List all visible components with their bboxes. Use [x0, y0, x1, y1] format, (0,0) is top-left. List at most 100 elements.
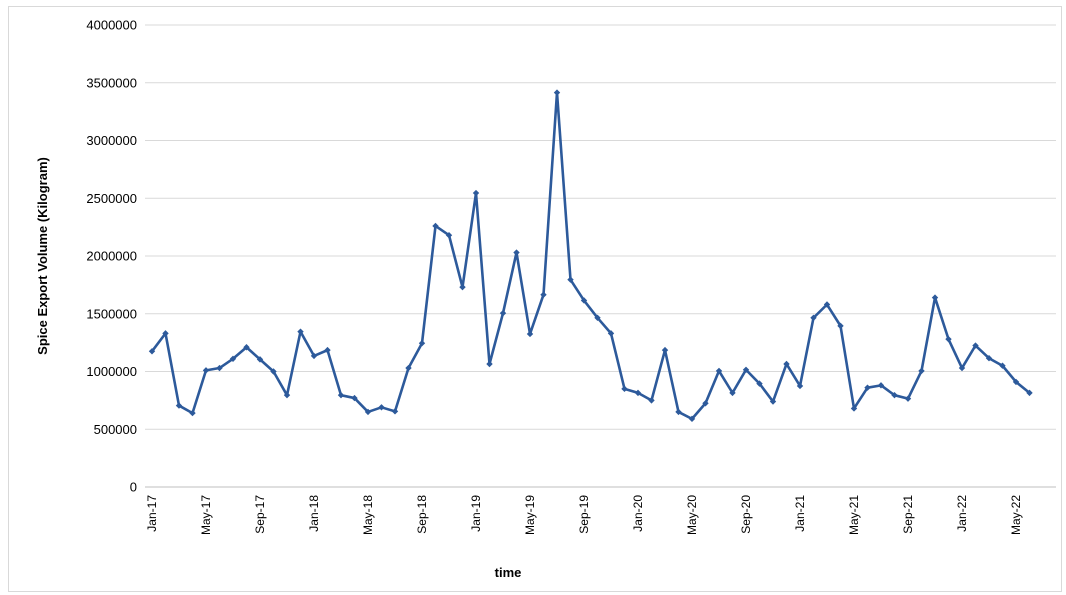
data-point [243, 344, 250, 351]
data-point [216, 364, 223, 372]
data-point [729, 389, 736, 397]
data-point [756, 380, 763, 387]
data-point [256, 356, 264, 363]
y-tick-label: 3000000 [86, 133, 137, 148]
x-tick-label: Jan-18 [307, 495, 321, 532]
data-point [499, 309, 507, 317]
data-point [594, 314, 601, 321]
y-axis-title: Spice Export Volume (Kilogram) [35, 157, 50, 355]
data-point [418, 340, 426, 347]
x-tick-label: May-22 [1009, 495, 1023, 535]
y-tick-label: 500000 [94, 422, 137, 437]
data-point [850, 405, 858, 412]
data-point [1026, 389, 1033, 397]
data-point [904, 395, 912, 402]
series-line [150, 91, 1031, 421]
data-point [715, 367, 723, 375]
data-point [459, 283, 466, 291]
data-point [432, 222, 439, 230]
data-point [607, 330, 615, 337]
data-point [553, 89, 561, 96]
x-tick-label: Jan-22 [955, 495, 969, 532]
data-point [810, 314, 817, 321]
x-tick-label: Sep-19 [577, 495, 591, 534]
x-tick-label: May-20 [685, 495, 699, 535]
x-tick-label: Jan-20 [631, 495, 645, 532]
data-point [918, 367, 925, 375]
data-point [783, 360, 790, 368]
data-point [148, 348, 156, 355]
x-axis-ticks: Jan-17 May-17 Sep-17 Jan-18 May-18 Sep-18 Jan-… [145, 495, 1023, 535]
data-point [364, 408, 372, 416]
data-point [742, 366, 750, 373]
x-tick-label: Sep-21 [901, 495, 915, 534]
x-tick-label: Sep-17 [253, 495, 267, 534]
data-point [634, 389, 642, 397]
data-point [270, 368, 277, 375]
data-point [580, 297, 588, 304]
data-point [796, 382, 804, 390]
data-point [391, 408, 399, 415]
data-point [1012, 378, 1020, 386]
data-point [202, 367, 210, 374]
data-point [877, 382, 885, 389]
data-point [540, 291, 547, 298]
x-tick-label: Sep-20 [739, 495, 753, 534]
data-point [567, 276, 574, 283]
data-point [985, 355, 993, 362]
data-point [648, 397, 655, 404]
data-point [769, 398, 777, 405]
series-group [148, 89, 1033, 423]
data-point [972, 342, 979, 349]
data-point [472, 189, 480, 197]
y-tick-label: 4000000 [86, 18, 137, 33]
x-tick-label: Sep-18 [415, 495, 429, 534]
x-axis-title: time [495, 565, 522, 580]
x-tick-label: May-19 [523, 495, 537, 535]
x-tick-label: Jan-19 [469, 495, 483, 532]
data-point [445, 232, 453, 239]
x-tick-label: Jan-21 [793, 495, 807, 532]
data-point [675, 408, 682, 416]
y-axis-ticks: 0 500000 1000000 1500000 2000000 2500000 30000… [86, 18, 137, 495]
data-point [405, 364, 412, 372]
y-tick-label: 2500000 [86, 191, 137, 206]
data-point [351, 394, 358, 402]
data-point [486, 360, 493, 368]
data-point [229, 355, 237, 362]
data-point [283, 391, 291, 399]
data-point [310, 352, 318, 360]
data-point [337, 391, 345, 399]
y-tick-label: 1000000 [86, 364, 137, 379]
data-point [621, 385, 628, 393]
data-point [688, 415, 696, 423]
y-tick-label: 3500000 [86, 75, 137, 90]
data-point [175, 402, 183, 409]
y-tick-label: 0 [130, 480, 137, 495]
chart-frame [8, 6, 1062, 592]
y-tick-label: 1500000 [86, 306, 137, 321]
data-point [958, 364, 966, 372]
y-tick-label: 2000000 [86, 249, 137, 264]
x-tick-label: May-18 [361, 495, 375, 535]
data-point [823, 301, 831, 308]
data-point [162, 330, 169, 337]
data-point [526, 330, 534, 338]
data-point [661, 346, 669, 354]
data-point [945, 335, 952, 343]
gridlines [145, 24, 1056, 430]
data-point [999, 362, 1006, 369]
data-point [189, 409, 196, 417]
x-tick-label: May-17 [199, 495, 213, 535]
x-tick-label: May-21 [847, 495, 861, 535]
data-point [702, 400, 709, 407]
x-tick-label: Jan-17 [145, 495, 159, 532]
data-point [297, 328, 304, 335]
data-point [864, 384, 871, 391]
data-point [378, 404, 385, 411]
data-point [513, 249, 520, 256]
data-point [837, 322, 844, 330]
data-point [931, 294, 939, 301]
data-point [891, 391, 898, 399]
